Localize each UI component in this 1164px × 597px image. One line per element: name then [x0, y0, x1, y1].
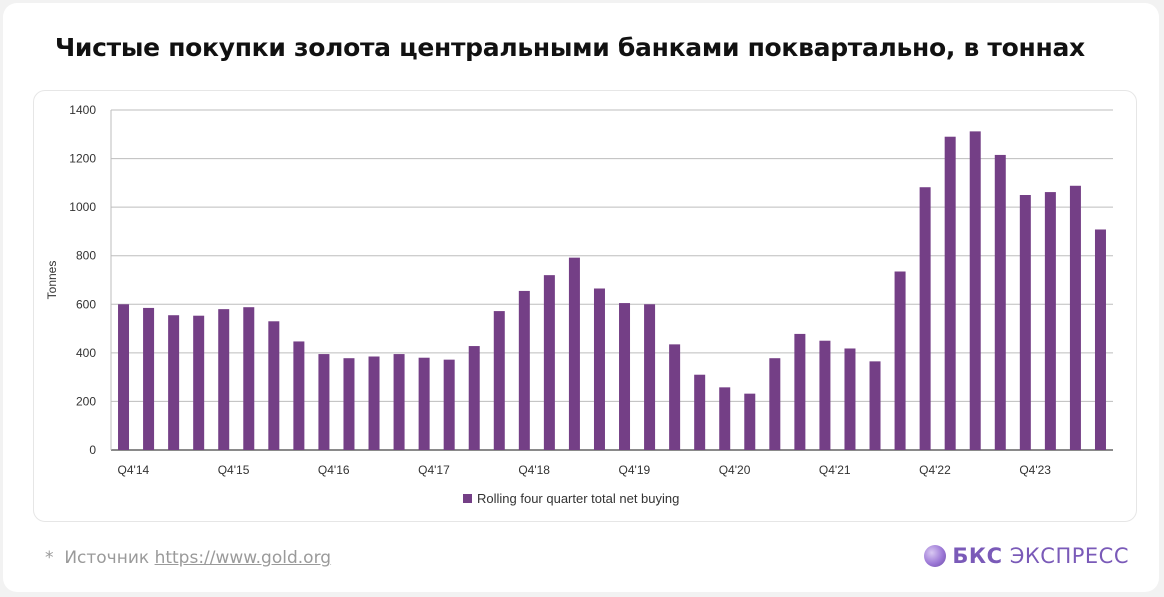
x-tick-label: Q4'22 — [919, 463, 951, 477]
bar — [443, 359, 455, 450]
bar — [293, 341, 305, 450]
x-tick-label: Q4'16 — [318, 463, 350, 477]
brand-name-rest: ЭКСПРЕСС — [1009, 544, 1129, 568]
bar — [719, 387, 731, 450]
bar — [669, 344, 681, 450]
bar — [619, 303, 631, 450]
x-tick-label: Q4'18 — [518, 463, 550, 477]
page-title: Чистые покупки золота центральными банка… — [55, 33, 1085, 62]
bar — [1019, 195, 1031, 450]
bcs-logo-icon — [924, 545, 947, 567]
source-link[interactable]: https://www.gold.org — [154, 548, 332, 568]
y-tick-label: 1000 — [69, 200, 96, 214]
y-tick-label: 600 — [76, 297, 96, 311]
bar — [794, 333, 806, 450]
bar — [468, 346, 480, 450]
bar — [869, 361, 881, 450]
bar — [393, 354, 405, 450]
x-tick-label: Q4'23 — [1019, 463, 1051, 477]
bar — [1069, 185, 1081, 450]
legend-label: Rolling four quarter total net buying — [477, 491, 679, 506]
bar — [1044, 192, 1056, 450]
bar-chart: 0 200 400 600 800 1000 1200 1400 Tonnes Q4'14 Q4'1… — [45, 103, 1113, 506]
bar — [1094, 229, 1106, 450]
brand-name-bold: БКС — [952, 544, 1003, 568]
bar — [844, 348, 856, 450]
bar — [193, 315, 205, 450]
bar — [368, 356, 380, 450]
brand-name: БКС ЭКСПРЕСС — [952, 544, 1129, 568]
y-axis-label: Tonnes — [45, 261, 59, 300]
y-tick-label: 1200 — [69, 152, 96, 166]
bar — [343, 358, 355, 450]
bar — [418, 357, 430, 450]
y-tick-label: 1400 — [69, 103, 96, 117]
bar — [593, 288, 605, 450]
card: Чистые покупки золота центральными банка… — [3, 3, 1159, 592]
footnote-star: * — [45, 548, 54, 568]
y-tick-label: 400 — [76, 346, 96, 360]
bar — [493, 311, 505, 450]
bar — [168, 315, 180, 450]
x-tick-label: Q4'17 — [418, 463, 450, 477]
bar — [318, 354, 330, 450]
bar — [994, 154, 1006, 450]
bar — [744, 393, 756, 450]
bar — [694, 374, 706, 450]
x-tick-label: Q4'15 — [218, 463, 250, 477]
bar — [543, 275, 555, 450]
bar — [769, 358, 781, 450]
x-tick-label: Q4'20 — [719, 463, 751, 477]
x-tick-label: Q4'19 — [619, 463, 651, 477]
y-tick-label: 800 — [76, 249, 96, 263]
legend-swatch — [463, 494, 472, 503]
bar — [568, 257, 580, 450]
bar — [143, 307, 155, 450]
chart-frame: 0 200 400 600 800 1000 1200 1400 Tonnes Q4'14 Q4'1… — [33, 90, 1137, 522]
bar — [919, 187, 931, 450]
bar — [944, 136, 956, 450]
brand[interactable]: БКС ЭКСПРЕСС — [924, 544, 1129, 568]
source-note: * Источник https://www.gold.org — [45, 548, 331, 568]
bar — [243, 307, 255, 450]
bar — [268, 321, 280, 450]
source-prefix: Источник — [64, 548, 150, 568]
y-tick-label: 200 — [76, 394, 96, 408]
bar — [969, 131, 981, 450]
bar — [894, 271, 906, 450]
bar — [644, 304, 656, 450]
y-tick-label: 0 — [89, 443, 96, 457]
bar — [118, 304, 130, 450]
x-tick-label: Q4'14 — [118, 463, 150, 477]
bar — [819, 340, 831, 450]
bar — [518, 290, 530, 450]
bar — [218, 309, 230, 450]
x-tick-label: Q4'21 — [819, 463, 851, 477]
